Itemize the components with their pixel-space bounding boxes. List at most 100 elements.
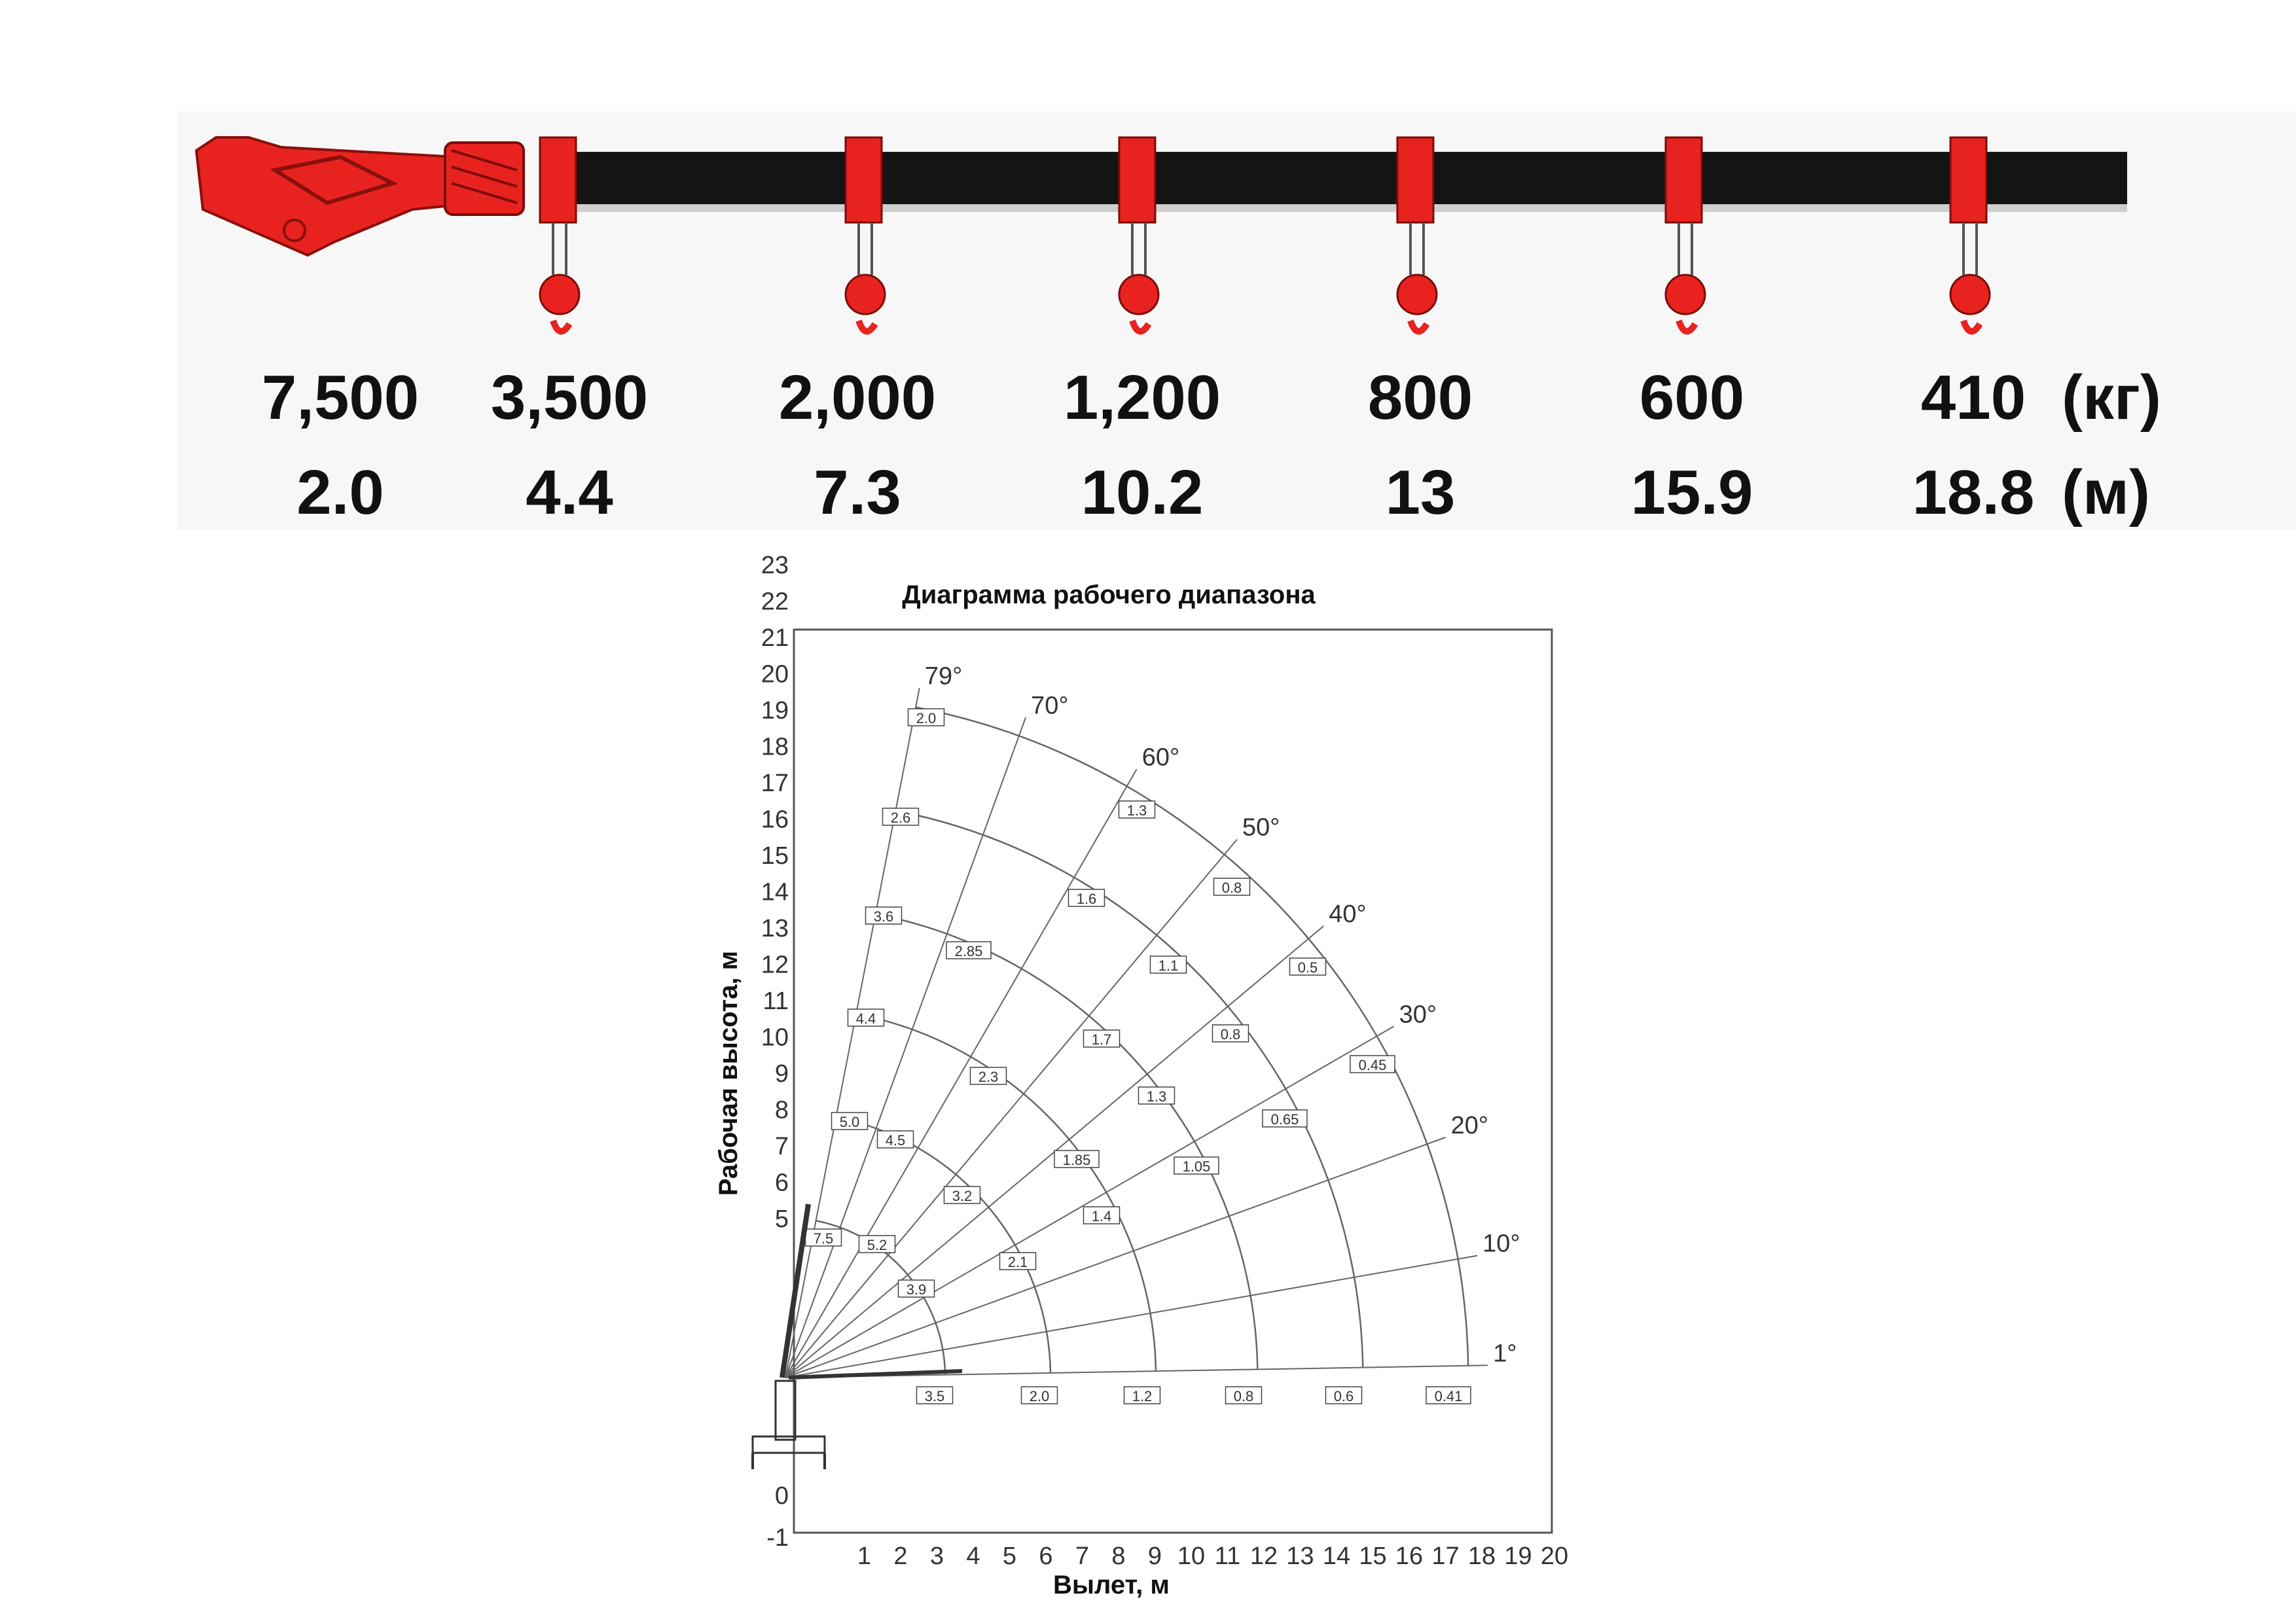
y-tick: 15 [761, 842, 789, 870]
boom-base [194, 136, 480, 257]
capacity-label: 1.05 [1183, 1158, 1211, 1175]
x-tick: 19 [1504, 1543, 1532, 1570]
section-end-3 [1118, 136, 1157, 224]
capacity-label: 1.2 [1132, 1388, 1153, 1404]
x-tick: 16 [1395, 1543, 1423, 1570]
y-tick: 8 [775, 1097, 789, 1124]
capacity-label: 0.41 [1435, 1388, 1463, 1404]
hook-icon [1396, 274, 1438, 315]
x-tick: 18 [1468, 1543, 1496, 1570]
x-tick: 6 [1039, 1543, 1052, 1570]
capacity-label: 1.4 [1092, 1208, 1112, 1224]
load-value: 2,000 [779, 363, 936, 433]
angle-label: 79° [925, 662, 962, 690]
capacity-label: 2.3 [978, 1069, 999, 1085]
angle-label: 70° [1031, 692, 1068, 719]
reach-value: 13 [1386, 457, 1456, 527]
angle-line [785, 768, 1138, 1378]
angle-line [785, 1364, 1488, 1378]
hook-icon [844, 274, 886, 315]
y-tick: 14 [761, 879, 789, 906]
reach-arc [855, 1013, 1157, 1372]
hook-icon [539, 274, 581, 315]
x-tick: 2 [893, 1543, 907, 1570]
hook-icon [1664, 274, 1706, 315]
reach-value: 18.8 [1912, 457, 2035, 527]
x-tick: 14 [1323, 1543, 1350, 1570]
tip-capacity-label: 7.5 [814, 1230, 834, 1247]
angle-label: 20° [1451, 1112, 1488, 1139]
capacity-label: 0.65 [1271, 1111, 1299, 1128]
plot-frame [793, 628, 1553, 1534]
boom-illustration: 7,500 2.0 3,500 4.4 2,000 7.3 1,200 10.2 800 13 60… [194, 136, 2161, 527]
hooks [539, 136, 1991, 335]
y-tick: 13 [761, 915, 789, 942]
load-unit: (кг) [2062, 363, 2161, 433]
hook-icon [1949, 274, 1991, 315]
y-tick: 23 [761, 552, 789, 579]
section-end-4 [1396, 136, 1435, 224]
y-tick: 0 [775, 1482, 789, 1510]
capacity-label: 0.5 [1298, 959, 1318, 976]
hydraulic-cylinder [444, 141, 525, 216]
x-tick: 20 [1541, 1543, 1568, 1570]
tip-capacity-label: 2.6 [891, 810, 911, 826]
capacity-label: 2.0 [1030, 1388, 1050, 1404]
y-axis-ticks: -1 0 5 6 7 8 9 10 11 12 13 14 15 16 17 18 19 20 21 22 23 [761, 552, 789, 1552]
section-end-6 [1949, 136, 1988, 224]
x-tick: 15 [1359, 1543, 1386, 1570]
capacity-label: 1.6 [1077, 891, 1097, 907]
capacity-labels: 3.5 2.0 1.2 0.8 0.6 0.41 5.2 3.9 4.5 3.2 2.1 2.85 2.… [804, 708, 1471, 1404]
angle-line [785, 717, 1027, 1378]
section-end-1 [539, 136, 577, 224]
reach-value: 2.0 [296, 457, 384, 527]
capacity-label: 3.5 [925, 1388, 945, 1404]
capacity-label: 1.3 [1127, 802, 1147, 819]
section-end-2 [844, 136, 883, 224]
capacity-label: 2.1 [1008, 1254, 1028, 1270]
load-value: 600 [1640, 363, 1744, 433]
reach-arc [836, 1116, 1052, 1373]
y-tick: 19 [761, 697, 789, 724]
load-value: 1,200 [1064, 363, 1221, 433]
x-tick: 4 [966, 1543, 980, 1570]
angle-line [785, 1255, 1478, 1378]
reach-arc [895, 810, 1364, 1368]
y-tick: 10 [761, 1024, 789, 1052]
hook-icon [1129, 319, 1152, 335]
y-tick: -1 [766, 1524, 789, 1552]
range-lines: 1° 10° 20° 30° 40° 50° 60° 70° 79° [785, 662, 1520, 1378]
load-value: 410 [1921, 363, 2026, 433]
y-tick: 18 [761, 734, 789, 761]
hook-icon [1407, 319, 1430, 335]
x-axis-title: Вылет, м [1053, 1571, 1170, 1599]
hook-icon [1118, 274, 1160, 315]
y-tick: 21 [761, 624, 789, 652]
capacity-label: 0.6 [1334, 1388, 1354, 1404]
capacity-label: 3.2 [952, 1188, 973, 1204]
load-value: 3,500 [491, 363, 648, 433]
capacity-label: 1.7 [1092, 1031, 1112, 1048]
reach-arc [816, 1220, 946, 1375]
crane-figure [751, 1204, 963, 1469]
angle-label: 50° [1242, 814, 1280, 842]
tip-capacity-label: 3.6 [874, 908, 894, 925]
capacity-label: 1.85 [1063, 1152, 1091, 1168]
hook-icon [1676, 319, 1698, 335]
y-tick: 17 [761, 770, 789, 797]
angle-label: 30° [1399, 1001, 1437, 1028]
hook-icon [1960, 319, 1983, 335]
reach-value: 7.3 [814, 457, 901, 527]
y-tick: 22 [761, 588, 789, 616]
capacity-label: 5.2 [867, 1237, 888, 1253]
tip-capacity-label: 2.0 [916, 710, 937, 726]
x-tick: 17 [1431, 1543, 1459, 1570]
reach-value: 4.4 [526, 457, 613, 527]
x-tick: 8 [1111, 1543, 1125, 1570]
hook-icon [855, 319, 878, 335]
y-tick: 12 [761, 952, 789, 979]
angle-line [785, 688, 920, 1378]
x-tick: 13 [1286, 1543, 1314, 1570]
x-tick: 12 [1250, 1543, 1278, 1570]
x-tick: 9 [1148, 1543, 1162, 1570]
